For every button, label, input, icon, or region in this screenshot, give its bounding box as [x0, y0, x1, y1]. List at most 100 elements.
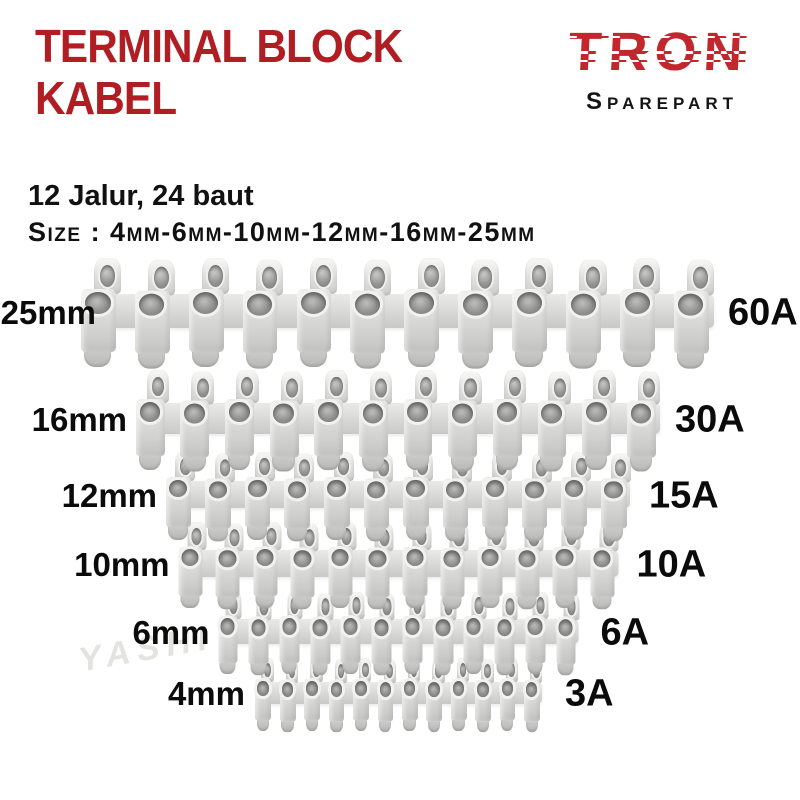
segment-foot: [461, 352, 489, 369]
screw-hole: [316, 265, 331, 288]
wire-barrel: [165, 477, 192, 528]
screw-hole: [693, 266, 709, 289]
segment-foot: [476, 720, 490, 732]
wire-barrel: [673, 290, 709, 354]
terminal-segment: [494, 593, 521, 676]
wire-barrel: [448, 400, 478, 458]
wire-barrel: [561, 477, 588, 528]
screw-port: [414, 370, 438, 403]
wire-entry-hole: [379, 682, 391, 697]
wire-entry-hole: [406, 479, 425, 498]
wire-entry-hole: [366, 481, 386, 499]
amp-rating-label: 6A: [600, 611, 650, 654]
screw-hole: [464, 378, 477, 398]
terminal-segment: [310, 593, 337, 676]
wire-entry-hole: [228, 401, 250, 422]
screw-port: [191, 371, 214, 405]
screw-hole: [536, 459, 547, 477]
segment-foot: [326, 526, 347, 540]
screw-port: [525, 258, 553, 295]
wire-barrel: [402, 616, 423, 663]
title-line-2: KABEL: [35, 72, 177, 124]
terminal-block-strip-photo: [165, 452, 635, 541]
wire-barrel: [477, 546, 503, 596]
wire-barrel: [620, 289, 655, 352]
size-label: 10mm: [74, 546, 170, 583]
wire-barrel: [205, 478, 231, 529]
wire-entry-hole: [362, 403, 384, 423]
screw-hole: [266, 527, 277, 545]
wire-barrel: [328, 680, 345, 722]
screw-hole: [484, 663, 491, 679]
terminal-segment: [619, 258, 666, 368]
segment-foot: [465, 662, 482, 675]
segment-foot: [361, 456, 385, 472]
screw-hole: [423, 265, 439, 288]
screw-port: [503, 370, 527, 403]
screw-port: [359, 658, 372, 682]
segment-foot: [256, 719, 270, 731]
wire-entry-hole: [585, 401, 607, 422]
screw-hole: [259, 457, 270, 476]
wire-barrel: [324, 477, 350, 528]
screw-port: [532, 592, 549, 620]
wire-barrel: [371, 617, 392, 665]
amp-rating-label: 10A: [636, 543, 707, 586]
wire-entry-hole: [564, 479, 584, 498]
terminal-segment: [447, 371, 486, 472]
wire-barrel: [253, 546, 278, 596]
segment-foot: [227, 454, 251, 470]
wire-entry-hole: [555, 549, 574, 567]
terminal-segment: [269, 371, 308, 472]
screw-hole: [264, 662, 271, 677]
wire-entry-hole: [218, 550, 237, 568]
wire-barrel: [402, 546, 428, 596]
terminal-segment: [242, 259, 289, 370]
terminal-segment: [403, 258, 450, 368]
terminal-segment: [626, 371, 665, 472]
screw-hole: [377, 459, 389, 477]
wire-entry-hole: [527, 618, 543, 635]
segment-foot: [629, 456, 653, 472]
wire-barrel: [515, 548, 540, 598]
terminal-segment: [377, 659, 398, 732]
screw-hole: [419, 376, 432, 397]
screw-port: [255, 259, 284, 296]
wire-entry-hole: [368, 550, 387, 568]
spec-text: 12 Jalur, 24 baut Size : 4mm-6mm-10mm-12…: [28, 180, 536, 248]
wire-entry-hole: [248, 479, 267, 498]
screw-hole: [100, 265, 116, 288]
screw-hole: [375, 378, 388, 398]
wire-barrel: [188, 289, 224, 352]
screw-port: [325, 370, 348, 403]
segment-foot: [84, 350, 112, 367]
segment-foot: [405, 594, 425, 608]
wire-barrel: [363, 478, 390, 529]
screw-hole: [508, 662, 516, 677]
segment-foot: [495, 454, 519, 470]
spec-line-lanes-bolts: 12 Jalur, 24 baut: [28, 180, 254, 212]
screw-hole: [338, 457, 350, 476]
terminal-segment: [537, 371, 576, 472]
segment-foot: [584, 454, 608, 470]
segment-foot: [555, 594, 575, 608]
segment-foot: [623, 350, 651, 367]
wire-barrel: [242, 290, 278, 354]
screw-hole: [639, 265, 655, 288]
wire-entry-hole: [139, 401, 161, 422]
screw-hole: [262, 266, 277, 289]
wire-barrel: [340, 616, 361, 663]
wire-entry-hole: [330, 682, 343, 697]
wire-entry-hole: [327, 479, 346, 498]
terminal-block-rows: 25mm 60A 16mm 30A 12mm 15A 10mm 10A 6mm …: [0, 258, 800, 732]
wire-barrel: [512, 289, 547, 352]
terminal-segment: [135, 370, 174, 470]
wire-entry-hole: [301, 292, 327, 315]
wire-entry-hole: [184, 403, 205, 423]
wire-barrel: [499, 679, 516, 721]
terminal-block-row: 12mm 15A: [0, 452, 800, 541]
segment-foot: [286, 527, 307, 541]
wire-entry-hole: [408, 292, 434, 315]
wire-entry-hole: [481, 549, 499, 567]
screw-hole: [151, 376, 165, 397]
